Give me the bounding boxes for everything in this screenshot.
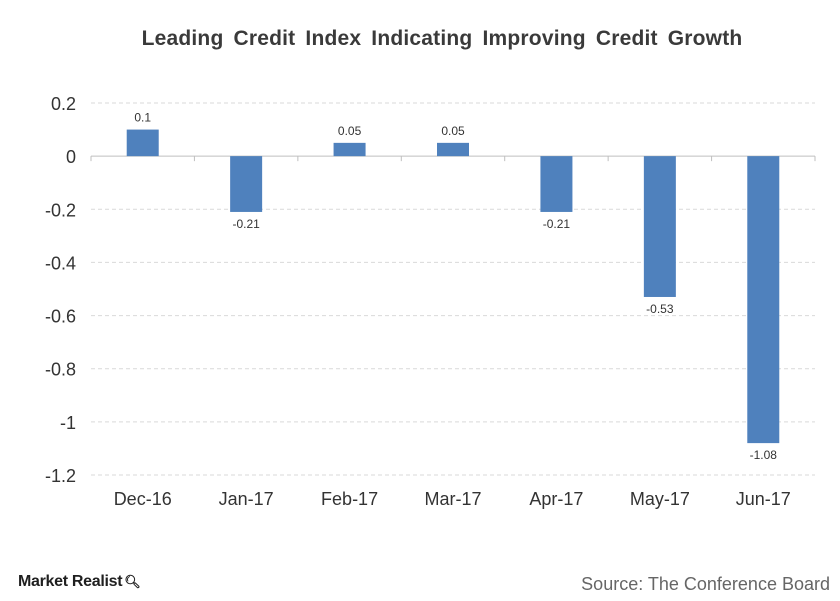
x-tick-label: Apr-17 <box>529 489 583 509</box>
bar-may-17 <box>643 156 676 297</box>
bar-mar-17 <box>437 142 469 157</box>
bars <box>126 129 780 444</box>
y-tick-label: -0.8 <box>45 360 76 380</box>
magnifier-icon: 🔍︎ <box>124 574 141 589</box>
data-label: -1.08 <box>750 448 778 462</box>
bar-jan-17 <box>230 156 263 212</box>
bar-feb-17 <box>333 142 366 157</box>
data-labels: 0.1 -0.21 0.05 0.05 -0.21 -0.53 -1.08 <box>134 111 777 463</box>
bar-jun-17 <box>747 156 780 444</box>
x-tick-label: Jan-17 <box>219 489 274 509</box>
y-tick-label: -0.6 <box>45 307 76 327</box>
x-tick-label: Dec-16 <box>114 489 172 509</box>
source-note: Source: The Conference Board <box>581 574 830 594</box>
y-tick-label: 0.2 <box>51 94 76 114</box>
bar-dec-16 <box>126 129 159 157</box>
y-tick-label: -1 <box>60 413 76 433</box>
y-tick-label: 0 <box>66 147 76 167</box>
logo-text: Market Realist <box>18 573 123 590</box>
gridlines <box>91 102 815 476</box>
y-tick-label: -1.2 <box>45 466 76 486</box>
axes: 0.2 0 -0.2 -0.4 -0.6 -0.8 -1 -1.2 Dec-16 Jan-17 Fe… <box>45 94 816 509</box>
y-tick-label: -0.2 <box>45 200 76 220</box>
x-tick-label: Mar-17 <box>424 489 481 509</box>
data-label: 0.05 <box>338 124 362 138</box>
data-label: -0.53 <box>646 302 674 316</box>
y-tick-label: -0.4 <box>45 253 76 273</box>
bar-apr-17 <box>540 156 573 212</box>
data-label: 0.05 <box>441 124 465 138</box>
chart-title: Leading Credit Index Indicating Improvin… <box>141 27 743 50</box>
x-tick-label: Feb-17 <box>321 489 378 509</box>
data-label: -0.21 <box>232 217 260 231</box>
data-label: -0.21 <box>543 217 571 231</box>
data-label: 0.1 <box>134 111 151 125</box>
x-tick-label: Jun-17 <box>736 489 791 509</box>
x-tick-label: May-17 <box>630 489 690 509</box>
market-realist-logo: Market Realist 🔍︎ <box>18 573 141 591</box>
